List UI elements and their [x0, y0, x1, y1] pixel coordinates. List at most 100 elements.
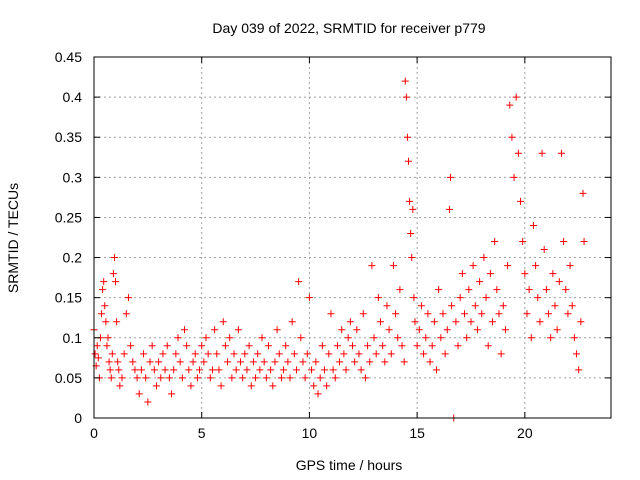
data-point [482, 294, 490, 302]
data-point [297, 334, 305, 342]
data-point [299, 358, 307, 366]
data-point [411, 318, 419, 326]
data-point [489, 318, 497, 326]
data-point [104, 334, 112, 342]
data-point [232, 366, 240, 374]
data-point [575, 366, 583, 374]
data-point [228, 374, 236, 382]
data-point [137, 366, 145, 374]
data-point [400, 358, 408, 366]
data-point [336, 358, 344, 366]
data-point [189, 358, 197, 366]
data-point [107, 374, 115, 382]
data-point [290, 350, 298, 358]
data-point [413, 342, 421, 350]
data-point [308, 366, 316, 374]
x-tick-label: 20 [517, 425, 533, 441]
data-point [353, 326, 361, 334]
data-point [439, 310, 447, 318]
data-point [385, 326, 393, 334]
data-point [245, 342, 253, 350]
data-point [557, 149, 565, 157]
data-point [264, 342, 272, 350]
data-point [430, 318, 438, 326]
data-point [217, 382, 225, 390]
data-point [320, 366, 328, 374]
data-point [176, 358, 184, 366]
data-point [441, 350, 449, 358]
data-point [170, 366, 178, 374]
data-point [428, 342, 436, 350]
data-point [433, 366, 441, 374]
data-point [282, 342, 290, 350]
x-tick-label: 10 [302, 425, 318, 441]
data-point [364, 342, 372, 350]
data-point [379, 342, 387, 350]
data-point [346, 318, 354, 326]
data-point [420, 350, 428, 358]
data-point [344, 334, 352, 342]
data-point [555, 278, 563, 286]
x-tick-label: 5 [198, 425, 206, 441]
y-tick-label: 0.15 [55, 290, 82, 306]
y-tick-label: 0 [74, 410, 82, 426]
data-point [568, 302, 576, 310]
data-point [573, 350, 581, 358]
data-point [495, 310, 503, 318]
data-point [381, 358, 389, 366]
data-point [407, 229, 415, 237]
data-point [258, 334, 266, 342]
data-point [122, 310, 130, 318]
data-point [116, 382, 124, 390]
data-point [471, 302, 479, 310]
data-point [234, 326, 242, 334]
data-point [359, 310, 367, 318]
data-point [118, 374, 126, 382]
data-point [579, 189, 587, 197]
data-point [519, 238, 527, 246]
data-point [256, 366, 264, 374]
data-point [510, 173, 518, 181]
y-axis-label: SRMTID / TECUs [5, 183, 21, 293]
data-point [403, 133, 411, 141]
data-point [545, 310, 553, 318]
data-point [254, 350, 262, 358]
data-point [415, 326, 423, 334]
data-point [105, 358, 113, 366]
data-point [208, 366, 216, 374]
y-tick-label: 0.4 [63, 89, 83, 105]
x-tick-label: 0 [90, 425, 98, 441]
data-point [150, 366, 158, 374]
data-point [538, 149, 546, 157]
data-point [99, 286, 107, 294]
data-point [100, 278, 108, 286]
axis-ticks [93, 56, 611, 419]
data-point [178, 374, 186, 382]
data-point [484, 342, 492, 350]
data-point [467, 318, 475, 326]
data-point [239, 374, 247, 382]
data-point [113, 318, 121, 326]
data-point [333, 342, 341, 350]
data-point [426, 358, 434, 366]
data-point [127, 342, 135, 350]
x-tick-label: 15 [409, 425, 425, 441]
plot-frame [93, 56, 612, 419]
data-point [473, 326, 481, 334]
data-point [172, 350, 180, 358]
data-point [422, 334, 430, 342]
data-point [469, 262, 477, 270]
data-point [249, 358, 257, 366]
data-point [161, 366, 169, 374]
data-point [124, 294, 132, 302]
data-point [286, 374, 294, 382]
data-point [476, 278, 484, 286]
data-point [91, 350, 99, 358]
data-point [529, 221, 537, 229]
data-point [101, 302, 109, 310]
data-point [260, 358, 268, 366]
data-point [204, 350, 212, 358]
data-point [168, 390, 176, 398]
data-point [452, 318, 460, 326]
data-point [318, 342, 326, 350]
